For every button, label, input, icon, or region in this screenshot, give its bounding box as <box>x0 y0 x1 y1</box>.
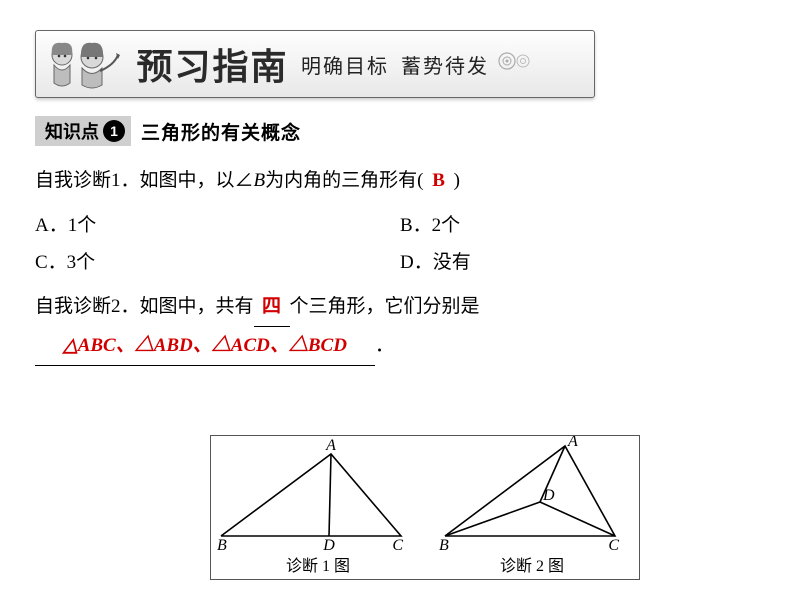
q1-prefix: 自我诊断1． <box>35 170 140 191</box>
q2-text-b: 个三角形，它们分别是 <box>290 296 480 317</box>
diagram-2: A B C D 诊断 2 图 <box>425 436 639 579</box>
q2-blank2: △ABC、△ABD、△ACD、△BCD <box>63 335 347 356</box>
kids-icon <box>40 35 120 93</box>
q1-option-c: C．3个 <box>35 247 400 274</box>
kp-number: 1 <box>103 120 125 142</box>
diagram-1-caption: 诊断 1 图 <box>211 552 425 576</box>
svg-text:A: A <box>325 437 336 454</box>
svg-text:A: A <box>567 436 578 450</box>
question-1: 自我诊断1．如图中，以∠B为内角的三角形有( B ) <box>35 162 765 200</box>
brush-title-text: 预习指南 <box>136 38 288 90</box>
q1-option-a: A．1个 <box>35 210 400 237</box>
diagram-1: A B D C 诊断 1 图 <box>211 436 425 579</box>
q2-prefix: 自我诊断2． <box>35 296 140 317</box>
q2-text-a: 如图中，共有 <box>140 296 254 317</box>
swirl-icon <box>497 47 533 81</box>
diagram-box: A B D C 诊断 1 图 A B C D 诊断 2 图 <box>210 435 640 580</box>
banner-brush-title: 预习指南 <box>130 35 295 93</box>
q1-angle: B <box>254 170 266 191</box>
q1-text-b: 为内角的三角形有( <box>265 170 423 191</box>
svg-text:D: D <box>542 487 555 504</box>
q1-option-d: D．没有 <box>400 247 765 274</box>
banner: 预习指南 明确目标 蓄势待发 <box>35 30 595 98</box>
kp-label: 知识点 <box>45 118 99 144</box>
banner-subtitle: 明确目标 蓄势待发 <box>301 47 594 81</box>
banner-subtitle-b: 蓄势待发 <box>401 50 489 79</box>
q1-answer: B <box>428 170 449 191</box>
q2-blank1: 四 <box>262 296 281 317</box>
q1-options: A．1个 B．2个 C．3个 D．没有 <box>35 200 765 274</box>
knowledge-point-row: 知识点 1 三角形的有关概念 <box>35 116 765 146</box>
knowledge-point-badge: 知识点 1 <box>35 116 131 146</box>
triangle-diagram-1: A B D C <box>211 436 421 556</box>
banner-kids-illustration <box>36 31 124 97</box>
kp-title: 三角形的有关概念 <box>141 118 301 145</box>
triangle-diagram-2: A B C D <box>425 436 635 556</box>
q1-option-b: B．2个 <box>400 210 765 237</box>
q1-text-c: ) <box>454 170 460 191</box>
diagram-2-caption: 诊断 2 图 <box>425 552 639 576</box>
q2-text-c: ． <box>375 335 394 356</box>
q1-text-a: 如图中，以∠ <box>140 170 254 191</box>
question-2: 自我诊断2．如图中，共有四个三角形，它们分别是 △ABC、△ABD、△ACD、△… <box>35 288 765 366</box>
banner-subtitle-a: 明确目标 <box>301 50 389 79</box>
